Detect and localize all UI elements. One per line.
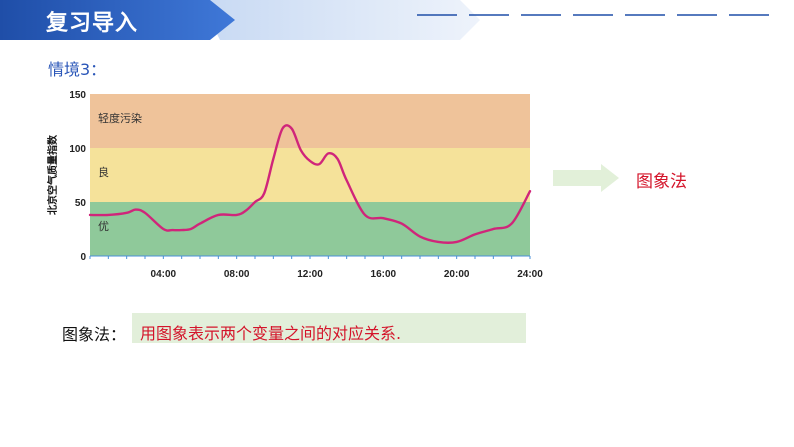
x-tick-label: 24:00: [517, 269, 543, 280]
title-blanks-decoration: [417, 14, 769, 16]
x-tick-label: 08:00: [224, 269, 250, 280]
x-tick-label: 16:00: [371, 269, 397, 280]
x-tick-label: 20:00: [444, 269, 470, 280]
band-2: [90, 94, 530, 148]
y-tick-label: 50: [75, 198, 87, 209]
definition-box: [132, 313, 526, 343]
definition-text: 用图象表示两个变量之间的对应关系.: [140, 324, 402, 343]
air-quality-chart: 优 良 轻度污染 04:00 08:00 12:00 16:00 20:00 24:00 0 50 1…: [46, 90, 543, 280]
page-title: 复习导入: [46, 11, 139, 36]
method-label: 图象法: [636, 172, 687, 192]
header-banner: [0, 0, 480, 40]
y-axis-label: 北京空气质量指数: [46, 134, 59, 215]
band-label-1: 良: [98, 165, 109, 179]
y-tick-label: 0: [80, 252, 86, 263]
x-tick-label: 12:00: [297, 269, 323, 280]
y-tick-label: 150: [69, 90, 86, 101]
x-tick-label: 04:00: [151, 269, 177, 280]
band-label-0: 优: [98, 220, 109, 233]
aqi-series-line: [88, 124, 532, 244]
band-0: [90, 202, 530, 256]
band-1: [90, 148, 530, 202]
definition-label: 图象法：: [62, 325, 127, 344]
scenario-label: 情境3：: [48, 60, 107, 79]
right-arrow-icon: [553, 164, 619, 192]
band-label-2: 轻度污染: [98, 111, 142, 125]
y-tick-label: 100: [69, 144, 86, 155]
